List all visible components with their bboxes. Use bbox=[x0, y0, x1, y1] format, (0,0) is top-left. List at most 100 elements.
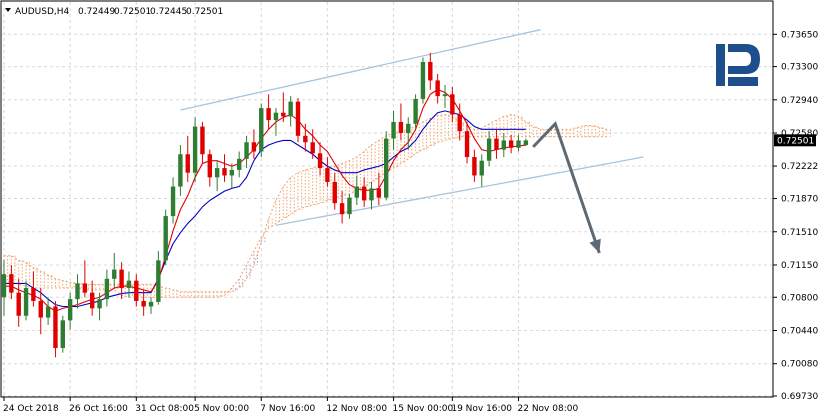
candle-body bbox=[60, 320, 65, 349]
high-value: 0.72501 bbox=[114, 7, 151, 17]
x-tick-label: 26 Oct 16:00 bbox=[69, 404, 128, 414]
y-tick-label: 0.72222 bbox=[781, 162, 818, 172]
dropdown-triangle-icon[interactable] bbox=[5, 8, 11, 12]
candle-body bbox=[67, 299, 73, 321]
candle-body bbox=[251, 142, 257, 152]
forecast-arrow-line bbox=[532, 120, 601, 254]
candle-body bbox=[347, 197, 352, 215]
senkou-span-b bbox=[3, 136, 607, 298]
candle-body bbox=[229, 169, 235, 176]
chart-header: AUDUSD,H4 0.72449 0.72501 0.72445 0.7250… bbox=[5, 7, 223, 17]
candle-body bbox=[185, 154, 190, 173]
candle-body bbox=[237, 158, 242, 170]
candle-body bbox=[75, 283, 80, 300]
candle-body bbox=[391, 121, 396, 139]
candle-body bbox=[244, 142, 249, 159]
candle-body bbox=[53, 306, 58, 349]
x-tick-label: 19 Nov 16:00 bbox=[451, 404, 512, 414]
logo-left-bar bbox=[716, 44, 725, 86]
candle-body bbox=[259, 108, 264, 152]
y-tick-label: 0.72580 bbox=[781, 129, 818, 139]
brand-logo bbox=[716, 44, 760, 86]
y-axis: 0.73650 0.73300 0.72940 0.72580 0.72222 0.718… bbox=[773, 30, 818, 402]
y-tick-label: 0.73650 bbox=[781, 30, 818, 40]
y-tick-label: 0.72940 bbox=[781, 96, 818, 106]
candle-body bbox=[90, 292, 95, 309]
candle-body bbox=[23, 288, 29, 316]
candle-body bbox=[16, 292, 21, 316]
candle-body bbox=[464, 131, 470, 158]
y-tick-label: 0.69730 bbox=[781, 392, 818, 402]
x-tick-label: 31 Oct 08:00 bbox=[135, 404, 194, 414]
candle-body bbox=[450, 94, 455, 115]
x-axis: 24 Oct 2018 26 Oct 16:00 31 Oct 08:00 5 Nov… bbox=[3, 397, 578, 414]
logo-bowl bbox=[728, 44, 760, 74]
candle-body bbox=[163, 216, 168, 261]
x-tick-label: 15 Nov 00:00 bbox=[393, 404, 454, 414]
x-tick-label: 5 Nov 00:00 bbox=[194, 404, 249, 414]
candle-body bbox=[104, 278, 110, 300]
candle-body bbox=[420, 61, 426, 99]
candle-body bbox=[170, 186, 176, 217]
candle-body bbox=[156, 260, 161, 302]
candle-body bbox=[442, 94, 448, 97]
candle-body bbox=[141, 300, 146, 307]
candle-body bbox=[288, 101, 293, 117]
candle-body bbox=[134, 280, 139, 301]
candle-body bbox=[207, 154, 212, 178]
candle-body bbox=[332, 181, 337, 204]
forecast-arrow-head bbox=[589, 238, 601, 253]
y-tick-label: 0.70080 bbox=[781, 360, 818, 370]
candle-body bbox=[376, 188, 382, 198]
candle-body bbox=[339, 203, 345, 215]
low-value: 0.72445 bbox=[150, 7, 187, 17]
symbol-label: AUDUSD,H4 bbox=[15, 7, 70, 17]
candle-body bbox=[281, 112, 286, 117]
candle-body bbox=[479, 160, 484, 176]
candle-body bbox=[325, 168, 330, 182]
candle-body bbox=[428, 61, 433, 81]
candle-body bbox=[192, 126, 198, 173]
current-price-tag: 0.72501 bbox=[774, 134, 816, 147]
y-tick-label: 0.70440 bbox=[781, 326, 818, 336]
y-tick-label: 0.70800 bbox=[781, 293, 818, 303]
candle-body bbox=[295, 101, 301, 136]
forecast-arrow bbox=[532, 120, 601, 254]
x-tick-label: 22 Nov 08:00 bbox=[518, 404, 579, 414]
logo-bottom-bar bbox=[728, 77, 758, 86]
open-value: 0.72449 bbox=[78, 7, 115, 17]
y-tick-label: 0.71150 bbox=[781, 261, 818, 271]
candle-body bbox=[31, 288, 36, 301]
candle-body bbox=[369, 188, 374, 201]
channel-line bbox=[275, 156, 644, 226]
senkou-span-a bbox=[4, 114, 607, 293]
y-tick-label: 0.71510 bbox=[781, 228, 818, 238]
candle-body bbox=[200, 126, 205, 155]
close-value: 0.72501 bbox=[186, 7, 223, 17]
candle-body bbox=[148, 301, 154, 307]
x-tick-label: 24 Oct 2018 bbox=[3, 404, 59, 414]
candle-body bbox=[494, 138, 499, 150]
candle-body bbox=[435, 80, 440, 97]
candle-body bbox=[398, 121, 404, 134]
candle-body bbox=[45, 306, 51, 318]
candle-body bbox=[119, 269, 124, 289]
candle-body bbox=[9, 274, 14, 293]
candle-body bbox=[310, 142, 315, 154]
candle-body bbox=[273, 112, 279, 121]
trend-channel bbox=[180, 29, 644, 226]
candle-body bbox=[178, 154, 183, 187]
candle-body bbox=[354, 186, 359, 198]
channel-line bbox=[180, 29, 541, 111]
candle-body bbox=[472, 157, 477, 176]
candle-body bbox=[361, 186, 367, 201]
candle-body bbox=[317, 153, 323, 169]
candle-body bbox=[486, 138, 492, 161]
candlesticks bbox=[1, 52, 529, 358]
candle-body bbox=[457, 114, 462, 132]
candle-body bbox=[126, 280, 132, 289]
x-tick-label: 12 Nov 08:00 bbox=[326, 404, 387, 414]
candle-body bbox=[384, 138, 389, 198]
x-tick-label: 7 Nov 16:00 bbox=[260, 404, 315, 414]
